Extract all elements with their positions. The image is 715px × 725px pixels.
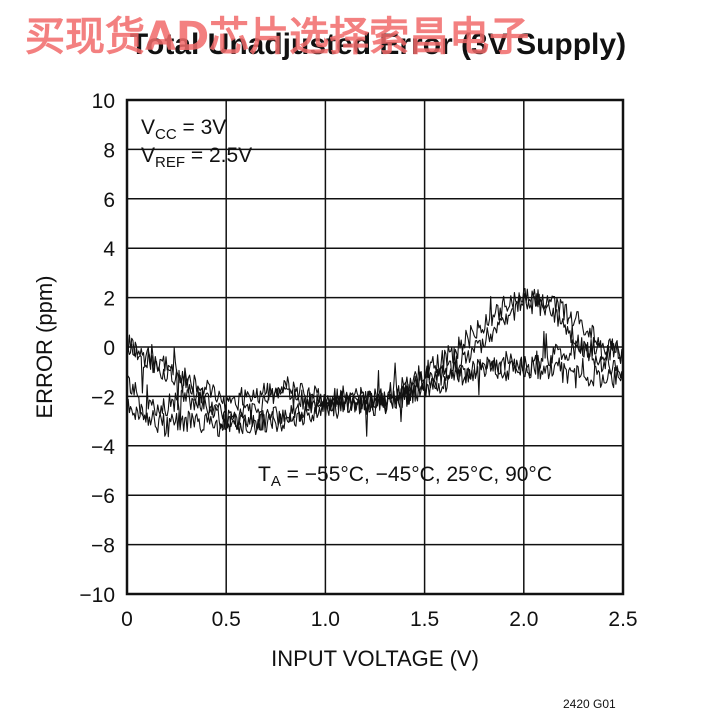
series-line bbox=[126, 350, 624, 436]
series-line bbox=[126, 292, 624, 417]
tick-labels: 0 0.5 1.0 1.5 2.0 2.5 −10 −8 −6 −4 −2 0 2 4 6 8 10 bbox=[79, 90, 637, 631]
y-tick-label: 0 bbox=[103, 337, 115, 360]
x-tick-label: 2.0 bbox=[509, 608, 538, 631]
chart-title: Total Unadjusted Error (3V Supply) bbox=[130, 28, 626, 61]
figure-code: 2420 G01 bbox=[563, 697, 616, 711]
annotation-vcc: VCC = 3V bbox=[141, 116, 226, 143]
x-tick-label: 0.5 bbox=[212, 608, 241, 631]
y-tick-label: 4 bbox=[103, 238, 115, 261]
annotation-temperature: TA = −55°C, −45°C, 25°C, 90°C bbox=[258, 463, 552, 490]
y-tick-label: 2 bbox=[103, 288, 115, 311]
watermark: 买现货AD芯片选择索昌电子 bbox=[25, 14, 529, 60]
grid bbox=[127, 100, 623, 594]
y-axis-label: ERROR (ppm) bbox=[32, 275, 57, 418]
annotation-vref: VREF = 2.5V bbox=[141, 144, 252, 171]
y-tick-label: −6 bbox=[91, 485, 115, 508]
x-axis-label: INPUT VOLTAGE (V) bbox=[271, 646, 479, 671]
y-tick-label: 6 bbox=[103, 189, 115, 212]
y-tick-label: −10 bbox=[79, 584, 115, 607]
x-tick-label: 1.0 bbox=[311, 608, 340, 631]
y-tick-label: −4 bbox=[91, 436, 115, 459]
series-group bbox=[126, 287, 624, 438]
y-tick-label: −8 bbox=[91, 535, 115, 558]
y-tick-label: 8 bbox=[103, 139, 115, 162]
x-tick-label: 2.5 bbox=[608, 608, 637, 631]
y-tick-label: −2 bbox=[91, 386, 115, 409]
y-tick-label: 10 bbox=[92, 90, 115, 113]
x-tick-label: 1.5 bbox=[410, 608, 439, 631]
series-line bbox=[126, 287, 624, 433]
plot-frame bbox=[125, 98, 625, 596]
x-tick-label: 0 bbox=[121, 608, 133, 631]
